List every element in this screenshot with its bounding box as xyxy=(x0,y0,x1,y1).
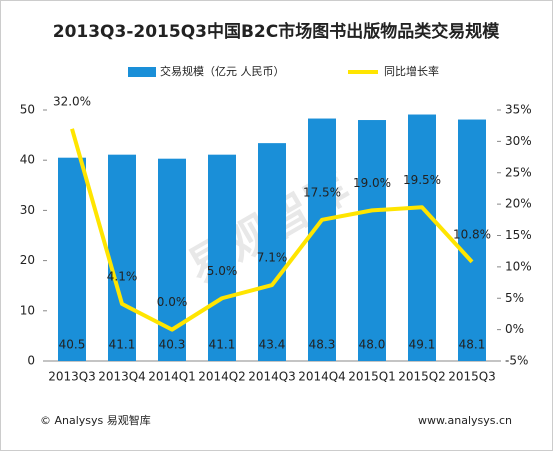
chart-title: 2013Q3-2015Q3中国B2C市场图书出版物品类交易规模 xyxy=(53,21,501,42)
y2-tick-label: 25% xyxy=(505,165,532,179)
bar xyxy=(258,143,286,361)
y2-tick-label: 5% xyxy=(505,291,524,305)
line-value-label: 19.5% xyxy=(403,173,441,187)
line-value-label: 7.1% xyxy=(257,251,288,265)
y-tick-label: 40 xyxy=(20,153,35,167)
x-tick-label: 2014Q3 xyxy=(248,370,296,384)
line-value-label: 17.5% xyxy=(303,185,341,199)
y2-tick-label: 35% xyxy=(505,103,532,117)
line-value-label: 10.8% xyxy=(453,227,491,241)
x-tick-label: 2015Q1 xyxy=(348,370,396,384)
bar-value-label: 41.1 xyxy=(209,338,236,352)
bar-value-label: 49.1 xyxy=(409,338,436,352)
line-value-label: 4.1% xyxy=(107,269,138,283)
y2-tick-label: 30% xyxy=(505,134,532,148)
line-value-label: 0.0% xyxy=(157,295,188,309)
line-value-label: 32.0% xyxy=(53,94,91,108)
y-tick-label: 30 xyxy=(20,203,35,217)
x-tick-label: 2013Q3 xyxy=(48,370,96,384)
legend-label: 交易规模（亿元 人民币） xyxy=(160,64,285,78)
bar xyxy=(58,157,86,361)
bar xyxy=(108,154,136,361)
bar-value-label: 48.3 xyxy=(309,338,336,352)
bar-value-label: 41.1 xyxy=(109,338,136,352)
bar-value-label: 48.1 xyxy=(459,338,486,352)
bar xyxy=(208,154,236,361)
y-tick-label: 0 xyxy=(27,354,35,368)
legend-swatch xyxy=(128,67,156,77)
growth-line xyxy=(70,128,474,332)
bar-value-label: 40.5 xyxy=(59,338,86,352)
bar xyxy=(358,120,386,361)
bar-value-label: 43.4 xyxy=(259,338,286,352)
x-tick-label: 2014Q2 xyxy=(198,370,246,384)
y2-tick-label: 10% xyxy=(505,259,532,273)
bar xyxy=(458,119,486,362)
website: www.analysys.cn xyxy=(418,414,512,427)
line-value-label: 19.0% xyxy=(353,176,391,190)
x-tick-label: 2015Q2 xyxy=(398,370,446,384)
y-tick-label: 50 xyxy=(20,103,35,117)
x-tick-label: 2013Q4 xyxy=(98,370,146,384)
source: © Analysys 易观智库 xyxy=(40,413,151,427)
x-tick-label: 2015Q3 xyxy=(448,370,496,384)
x-tick-label: 2014Q1 xyxy=(148,370,196,384)
bar xyxy=(408,114,436,361)
y2-tick-label: 20% xyxy=(505,197,532,211)
y2-tick-label: -5% xyxy=(505,354,528,368)
legend-label: 同比增长率 xyxy=(384,64,439,78)
y2-tick-label: 0% xyxy=(505,322,524,336)
line-value-label: 5.0% xyxy=(207,264,238,278)
bar-value-label: 40.3 xyxy=(159,338,186,352)
bar xyxy=(308,118,336,361)
y-tick-label: 20 xyxy=(20,253,35,267)
y-tick-label: 10 xyxy=(20,303,35,317)
y2-tick-label: 15% xyxy=(505,228,532,242)
x-tick-label: 2014Q4 xyxy=(298,370,346,384)
bar-value-label: 48.0 xyxy=(359,338,386,352)
